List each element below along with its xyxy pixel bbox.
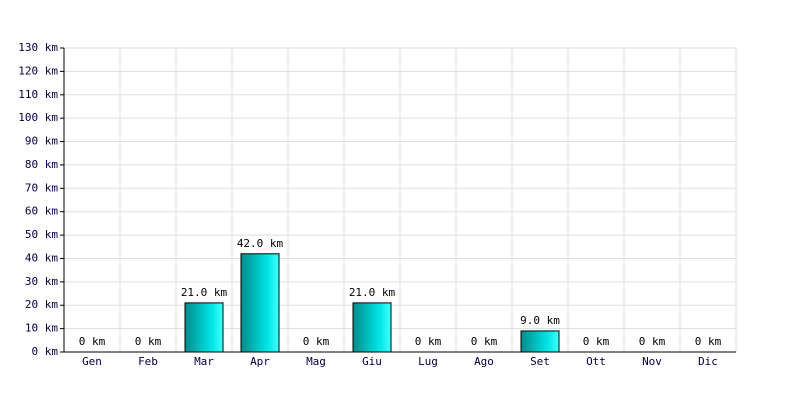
x-tick-label: Gen [82,355,102,368]
value-label: 0 km [135,335,162,348]
y-tick-label: 130 km [18,41,58,54]
y-tick-label: 50 km [25,228,58,241]
y-tick-label: 70 km [25,181,58,194]
bar [240,253,280,353]
y-tick-label: 90 km [25,135,58,148]
value-label: 0 km [79,335,106,348]
value-label: 42.0 km [237,237,284,250]
value-label: 0 km [583,335,610,348]
y-tick-label: 30 km [25,275,58,288]
value-label: 0 km [303,335,330,348]
value-label: 21.0 km [181,286,228,299]
value-label: 21.0 km [349,286,396,299]
y-tick-label: 100 km [18,111,58,124]
value-label: 0 km [415,335,442,348]
y-tick-label: 20 km [25,298,58,311]
x-tick-label: Set [530,355,550,368]
x-tick-label: Mar [194,355,214,368]
value-label: 9.0 km [520,314,560,327]
bar [352,302,392,353]
value-label: 0 km [639,335,666,348]
x-tick-label: Nov [642,355,662,368]
value-label: 0 km [471,335,498,348]
y-tick-label: 80 km [25,158,58,171]
x-tick-label: Lug [418,355,438,368]
x-tick-label: Ago [474,355,494,368]
x-tick-label: Apr [250,355,270,368]
y-tick-label: 120 km [18,64,58,77]
y-tick-label: 0 km [32,345,59,358]
x-tick-label: Giu [362,355,382,368]
x-tick-label: Mag [306,355,326,368]
value-label: 0 km [695,335,722,348]
y-tick-label: 40 km [25,251,58,264]
y-tick-label: 110 km [18,88,58,101]
bar [520,330,560,353]
x-tick-label: Ott [586,355,606,368]
y-tick-label: 10 km [25,322,58,335]
y-tick-label: 60 km [25,205,58,218]
bar [184,302,224,353]
x-tick-label: Feb [138,355,158,368]
x-tick-label: Dic [698,355,718,368]
